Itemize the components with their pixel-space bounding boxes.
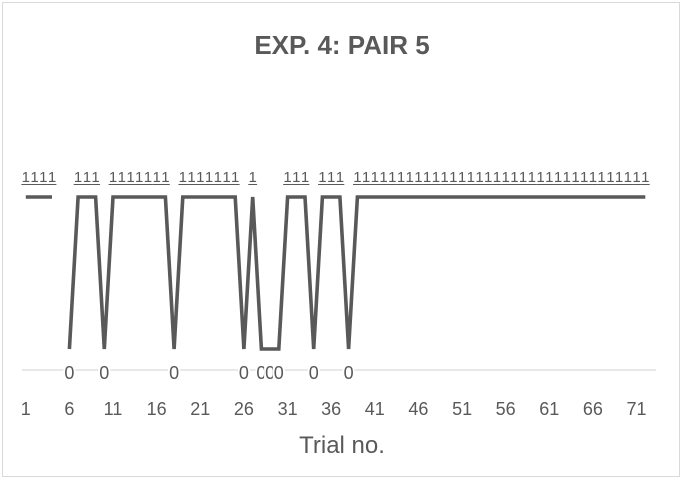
data-label: 1 (580, 169, 588, 186)
data-label: 1 (554, 169, 562, 186)
data-label: 0 (309, 363, 319, 383)
data-label: 1 (563, 169, 571, 186)
data-label: 1 (510, 169, 518, 186)
data-label: 1 (545, 169, 553, 186)
data-label: 1 (22, 169, 30, 186)
x-tick-label: 36 (321, 399, 341, 419)
data-label: 1 (231, 169, 239, 186)
data-label: 1 (301, 169, 309, 186)
data-label: 1 (493, 169, 501, 186)
data-label: 0 (344, 363, 354, 383)
data-label: 1 (475, 169, 483, 186)
x-tick-label: 56 (496, 399, 516, 419)
data-label: 1 (519, 169, 527, 186)
data-label: 1 (83, 169, 91, 186)
data-label: 1 (144, 169, 152, 186)
data-label: 1 (502, 169, 510, 186)
data-label-background (168, 361, 181, 381)
data-label: 1 (283, 169, 291, 186)
data-label: 1 (353, 169, 361, 186)
x-tick-label: 16 (147, 399, 167, 419)
x-tick-label: 61 (539, 399, 559, 419)
data-label: 0 (274, 363, 284, 383)
data-label: 1 (606, 169, 614, 186)
data-label: 1 (615, 169, 623, 186)
x-tick-label: 66 (583, 399, 603, 419)
data-label: 1 (362, 169, 370, 186)
data-label: 1 (467, 169, 475, 186)
data-label: 0 (169, 363, 179, 383)
x-tick-label: 11 (104, 399, 123, 419)
x-tick-label: 21 (190, 399, 210, 419)
data-label: 1 (397, 169, 405, 186)
data-label: 1 (118, 169, 126, 186)
data-label: 1 (379, 169, 387, 186)
data-label: 1 (449, 169, 457, 186)
data-label: 1 (484, 169, 492, 186)
x-tick-label: 41 (365, 399, 385, 419)
data-label-background (307, 361, 320, 381)
data-label-background (237, 361, 250, 381)
data-label: 1 (528, 169, 536, 186)
data-label: 1 (74, 169, 82, 186)
data-label: 0 (256, 363, 266, 383)
data-label: 1 (371, 169, 379, 186)
data-label: 0 (64, 363, 74, 383)
data-label: 1 (161, 169, 169, 186)
data-label: 0 (99, 363, 109, 383)
data-label: 1 (589, 169, 597, 186)
data-label: 1 (414, 169, 422, 186)
data-label-background (98, 361, 111, 381)
data-label: 1 (214, 169, 222, 186)
data-label: 1 (458, 169, 466, 186)
data-label: 1 (632, 169, 640, 186)
x-tick-label: 46 (408, 399, 428, 419)
data-label: 1 (48, 169, 56, 186)
data-label: 1 (91, 169, 99, 186)
x-tick-label: 6 (64, 399, 74, 419)
data-label: 1 (179, 169, 187, 186)
x-tick-label: 26 (234, 399, 254, 419)
x-tick-label: 51 (452, 399, 472, 419)
data-label-background (272, 361, 285, 381)
data-label: 1 (196, 169, 204, 186)
x-tick-label: 31 (278, 399, 298, 419)
data-label: 1 (327, 169, 335, 186)
data-label: 1 (641, 169, 649, 186)
data-label: 1 (388, 169, 396, 186)
data-label: 1 (205, 169, 213, 186)
data-label: 1 (571, 169, 579, 186)
data-label: 1 (336, 169, 344, 186)
data-label: 1 (406, 169, 414, 186)
data-label: 0 (239, 363, 249, 383)
series-line (67, 195, 646, 351)
chart-title: EXP. 4: PAIR 5 (254, 30, 430, 60)
data-label: 1 (624, 169, 632, 186)
data-label: 1 (432, 169, 440, 186)
data-label: 1 (423, 169, 431, 186)
x-tick-label: 1 (21, 399, 31, 419)
data-label: 1 (440, 169, 448, 186)
x-tick-label: 71 (626, 399, 646, 419)
data-label: 1 (126, 169, 134, 186)
data-label-background (342, 361, 355, 381)
data-label: 1 (30, 169, 38, 186)
data-label: 1 (597, 169, 605, 186)
data-label: 1 (153, 169, 161, 186)
data-label: 1 (536, 169, 544, 186)
x-axis-label: Trial no. (299, 432, 385, 459)
data-label: 1 (318, 169, 326, 186)
data-label: 0 (265, 363, 275, 383)
data-label: 1 (135, 169, 143, 186)
data-label: 1 (109, 169, 117, 186)
data-label: 1 (249, 169, 257, 186)
data-label: 1 (222, 169, 230, 186)
data-label: 1 (187, 169, 195, 186)
data-label: 1 (292, 169, 300, 186)
data-label-background (63, 361, 76, 381)
data-label: 1 (39, 169, 47, 186)
